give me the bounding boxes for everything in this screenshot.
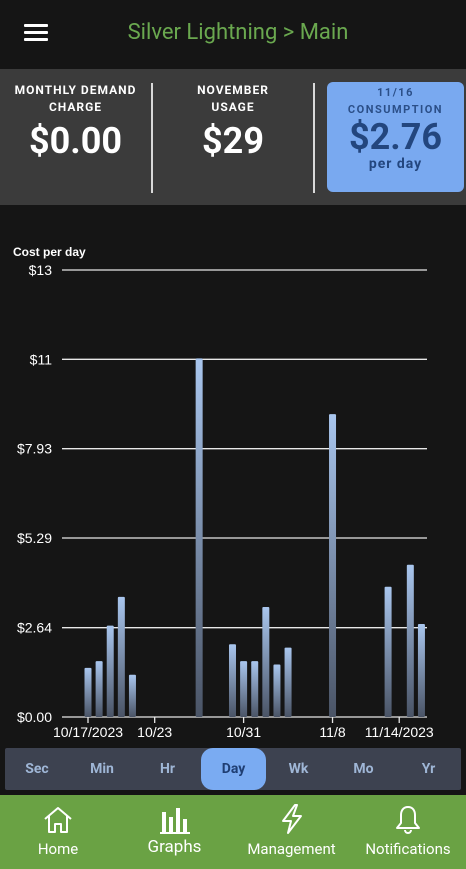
x-tick-label: 10/31 xyxy=(226,724,261,740)
chart-bar[interactable] xyxy=(251,661,259,717)
consumption-unit: per day xyxy=(368,156,423,172)
range-day-button[interactable]: Day xyxy=(201,748,266,790)
nav-graphs[interactable]: Graphs xyxy=(116,795,233,869)
stats-divider xyxy=(313,83,315,193)
chart-bar[interactable] xyxy=(228,644,236,717)
y-tick-label: $11 xyxy=(30,351,53,367)
nav-graphs-label: Graphs xyxy=(147,837,202,857)
y-tick-label: $0.00 xyxy=(17,709,52,725)
chart-bar[interactable] xyxy=(195,358,203,717)
november-usage-card: NOVEMBER USAGE $29 xyxy=(153,69,313,205)
chart-bar[interactable] xyxy=(262,607,270,717)
y-axis-label: Cost per day xyxy=(13,245,86,259)
range-min-button[interactable]: Min xyxy=(90,761,114,777)
range-wk-button[interactable]: Wk xyxy=(288,761,309,777)
x-tick-label: 10/17/2023 xyxy=(53,724,123,740)
consumption-label: CONSUMPTION xyxy=(347,103,444,116)
nav-home-label: Home xyxy=(37,840,79,858)
nav-management-label: Management xyxy=(247,840,336,858)
hamburger-menu-icon[interactable] xyxy=(24,24,48,42)
nav-notifications[interactable]: Notifications xyxy=(350,795,466,869)
range-mo-button[interactable]: Mo xyxy=(353,761,374,777)
nav-home[interactable]: Home xyxy=(0,795,116,869)
chart-bar[interactable] xyxy=(329,414,337,717)
chart-bar[interactable] xyxy=(417,623,425,717)
consumption-value: $2.76 xyxy=(348,116,443,158)
demand-value: $0.00 xyxy=(28,120,123,162)
chart-bar[interactable] xyxy=(273,664,281,717)
bell-icon xyxy=(396,806,420,834)
chart-bar[interactable] xyxy=(384,586,392,717)
home-icon xyxy=(44,807,72,833)
consumption-card[interactable]: 11/16 CONSUMPTION $2.76 per day xyxy=(327,82,464,192)
chart-bar[interactable] xyxy=(240,661,248,717)
range-yr-button[interactable]: Yr xyxy=(421,761,436,777)
demand-label-line1: MONTHLY DEMAND xyxy=(14,83,137,97)
chart-bar[interactable] xyxy=(95,661,103,717)
y-tick-label: $2.64 xyxy=(17,620,52,636)
y-tick-label: $5.29 xyxy=(17,530,52,546)
range-hr-button[interactable]: Hr xyxy=(159,761,175,777)
consumption-date: 11/16 xyxy=(377,86,414,99)
demand-label-line2: CHARGE xyxy=(48,100,103,114)
chart-area: Cost per day $13 $11 $7.93 $5.29 $2.64 $0.00 … xyxy=(0,205,466,747)
usage-label-line2: USAGE xyxy=(211,100,255,114)
nav-notifications-label: Notifications xyxy=(365,840,451,858)
bottom-navigation: Home Graphs Management Notifications xyxy=(0,795,466,869)
chart-bar[interactable] xyxy=(406,564,414,717)
y-tick-label: $7.93 xyxy=(17,441,52,457)
bar-chart-icon xyxy=(160,808,190,834)
x-tick-label: 11/14/2023 xyxy=(365,724,434,740)
lightning-bolt-icon xyxy=(282,804,302,834)
chart-bar[interactable] xyxy=(106,625,114,717)
time-range-selector: Sec Min Hr Day Wk Mo Yr xyxy=(5,748,461,790)
usage-value: $29 xyxy=(202,120,264,162)
y-tick-label: $13 xyxy=(29,262,53,278)
chart-bar[interactable] xyxy=(128,674,136,717)
usage-label-line1: NOVEMBER xyxy=(197,83,269,97)
page-title: Silver Lightning > Main xyxy=(127,20,349,45)
monthly-demand-card: MONTHLY DEMAND CHARGE $0.00 xyxy=(0,69,151,205)
x-tick-label: 10/23 xyxy=(137,724,172,740)
range-sec-button[interactable]: Sec xyxy=(25,761,49,777)
x-tick-label: 11/8 xyxy=(319,724,345,740)
nav-management[interactable]: Management xyxy=(233,795,350,869)
cost-per-day-chart: Cost per day $13$11$7.93$5.29$2.64$0.00 … xyxy=(13,245,434,740)
chart-bar[interactable] xyxy=(117,596,125,717)
chart-bar[interactable] xyxy=(284,647,292,717)
app-header: Silver Lightning > Main xyxy=(0,0,466,68)
stats-divider xyxy=(151,83,153,193)
chart-bar[interactable] xyxy=(84,667,92,717)
